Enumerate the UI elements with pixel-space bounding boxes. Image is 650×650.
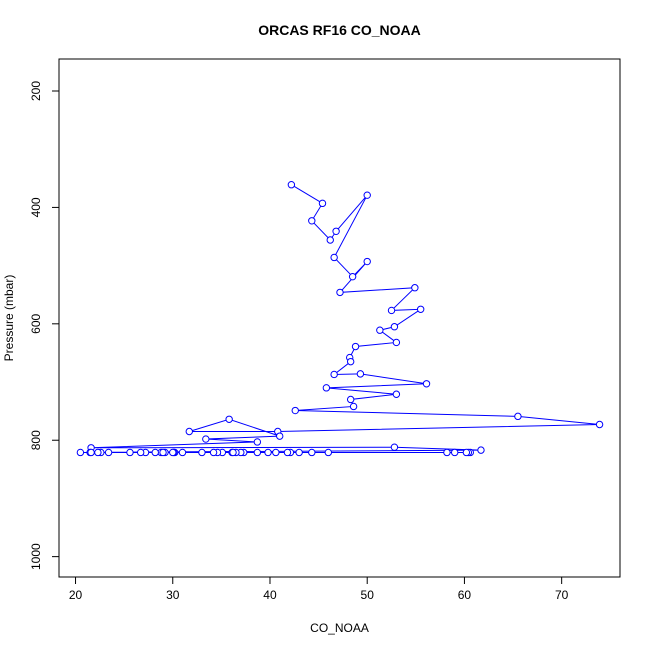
x-axis: 20 30 40 50 60 70 [69, 576, 569, 602]
data-point [308, 217, 316, 225]
data-point [185, 427, 193, 436]
data-point [351, 342, 360, 351]
data-point [416, 305, 425, 313]
data-point [387, 306, 396, 315]
data-point [87, 448, 95, 457]
data-point [272, 448, 280, 457]
data-point [376, 326, 384, 334]
data-point [136, 448, 145, 457]
x-tick-label: 40 [263, 588, 277, 602]
series-line [80, 184, 600, 453]
data-point [390, 323, 399, 331]
data-point [276, 432, 284, 440]
chart-title: ORCAS RF16 CO_NOAA [258, 22, 421, 38]
data-point [363, 191, 371, 199]
data-point [291, 406, 299, 415]
data-point [295, 448, 303, 457]
data-point [392, 390, 401, 398]
y-tick-label: 1000 [29, 543, 43, 570]
data-point [253, 448, 262, 457]
data-point [363, 257, 371, 266]
y-axis-label: Pressure (mbar) [2, 275, 16, 362]
data-point [346, 357, 355, 366]
data-point [159, 448, 167, 457]
data-point [349, 402, 358, 411]
x-tick-label: 70 [555, 588, 569, 602]
data-point [330, 253, 338, 262]
data-point [356, 370, 365, 378]
data-point [264, 448, 272, 457]
data-point [324, 448, 333, 457]
data-point [202, 435, 210, 443]
data-point [390, 443, 399, 451]
data-point [287, 181, 296, 189]
x-tick-label: 50 [361, 588, 375, 602]
series-co-noaa [76, 181, 604, 457]
data-point [514, 412, 522, 421]
data-point [94, 448, 102, 457]
data-point [209, 448, 218, 457]
data-point [422, 380, 431, 388]
data-point [348, 272, 357, 281]
y-axis: 200 400 600 800 1000 [29, 81, 60, 570]
data-point [126, 448, 134, 457]
data-point [322, 384, 331, 392]
data-point [451, 448, 459, 457]
y-tick-label: 600 [29, 313, 43, 333]
data-point [318, 199, 327, 208]
data-point [477, 446, 485, 454]
data-point [283, 448, 292, 457]
x-tick-label: 60 [458, 588, 472, 602]
data-point [198, 448, 206, 457]
x-tick-label: 20 [69, 588, 83, 602]
data-point [151, 448, 159, 457]
data-point [336, 288, 344, 297]
data-point [169, 448, 177, 457]
data-point [443, 448, 451, 457]
x-tick-label: 30 [166, 588, 180, 602]
y-tick-label: 400 [29, 197, 43, 217]
y-tick-label: 800 [29, 430, 43, 450]
data-point [326, 236, 334, 244]
data-point [462, 448, 471, 457]
data-point [332, 227, 340, 235]
data-point [308, 448, 316, 457]
data-point [253, 438, 262, 446]
data-point [178, 448, 187, 457]
data-point [225, 415, 233, 423]
data-point [595, 420, 604, 429]
plot-frame [58, 58, 621, 578]
data-point [346, 395, 355, 404]
data-point [229, 448, 237, 457]
data-point [392, 338, 401, 347]
data-point [76, 448, 85, 457]
data-point [104, 448, 113, 457]
y-tick-label: 200 [29, 81, 43, 101]
data-point [330, 370, 338, 379]
x-axis-label: CO_NOAA [310, 621, 369, 635]
data-point [411, 284, 419, 292]
